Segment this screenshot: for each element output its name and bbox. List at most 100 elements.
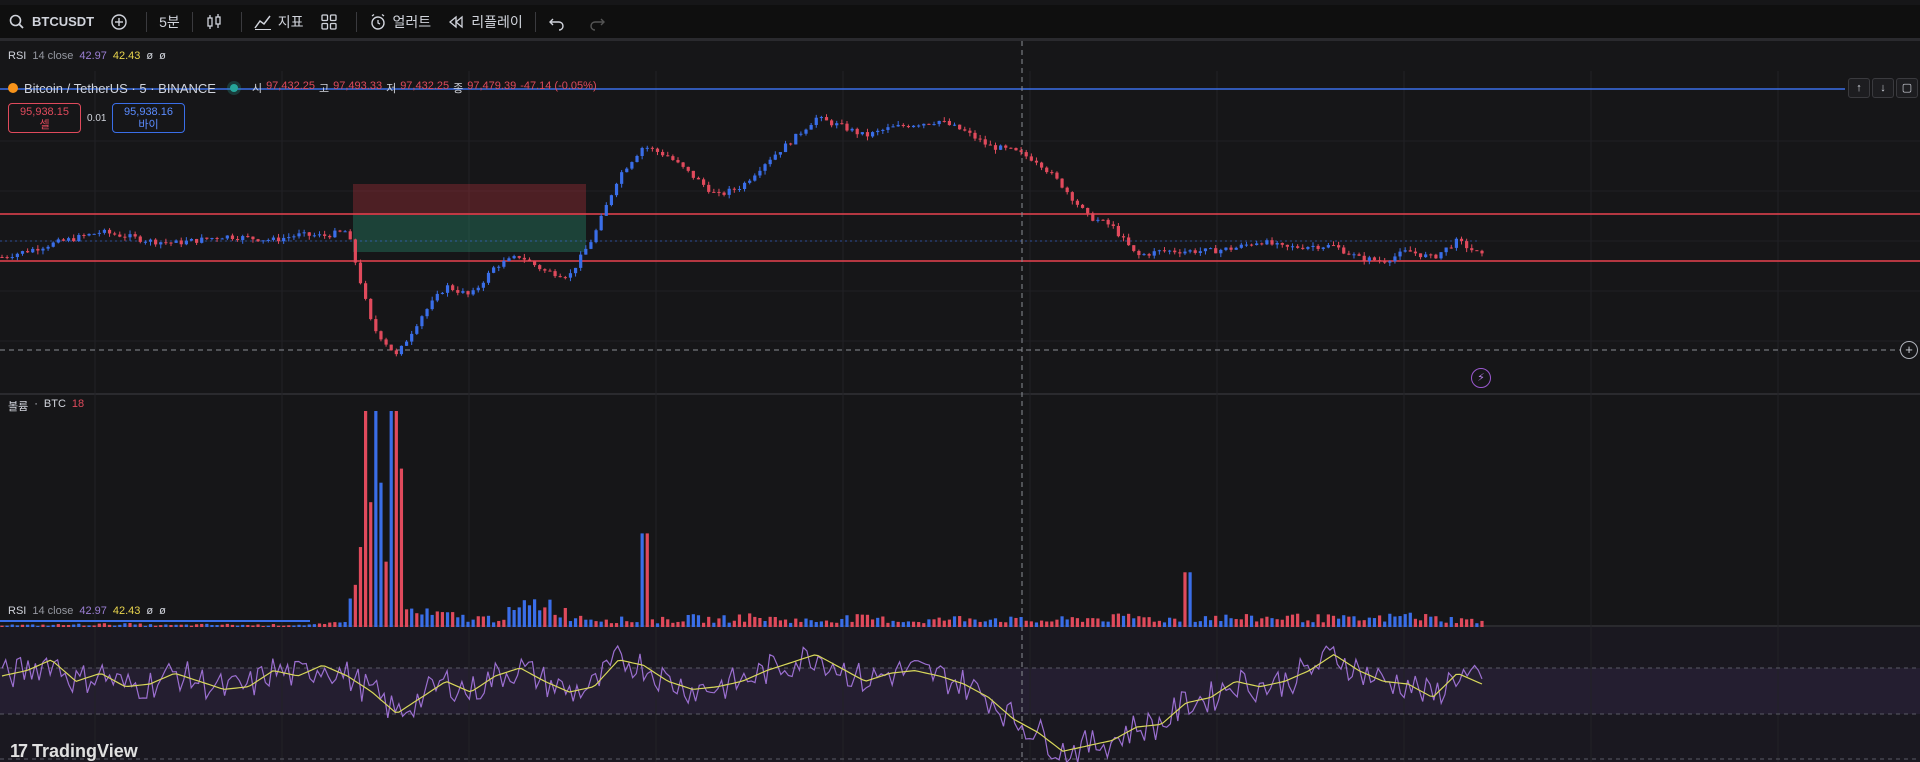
candle-body — [1444, 247, 1448, 253]
undo-button[interactable] — [540, 5, 580, 38]
candle-body — [722, 192, 726, 195]
move-up-button[interactable]: ↑ — [1848, 78, 1870, 98]
candle-body — [369, 298, 373, 320]
candle-body — [210, 238, 214, 240]
volume-bar — [282, 625, 286, 627]
candle-body — [425, 309, 429, 317]
market-status-icon — [229, 84, 238, 92]
symbol-search[interactable]: BTCUSDT — [0, 5, 102, 38]
candle-body — [51, 242, 55, 247]
candle-body — [717, 191, 721, 193]
volume-bar — [988, 619, 992, 627]
volume-bar — [1080, 621, 1085, 627]
volume-bar — [271, 624, 276, 627]
indicators-button[interactable]: 지표 — [246, 5, 312, 38]
symbol-label: BTCUSDT — [32, 14, 95, 29]
candle-body — [389, 344, 393, 351]
candle-body — [333, 230, 337, 238]
candle-body — [445, 285, 450, 293]
volume-bar — [830, 622, 834, 627]
replay-button[interactable]: 리플레이 — [439, 5, 531, 38]
ohlc-values: 시 97,432.25 고 97,493.33 저 97,432.25 종 97,479… — [252, 80, 597, 96]
volume-bar — [1398, 616, 1402, 627]
candle-body — [497, 266, 501, 268]
candle-body — [348, 231, 352, 240]
volume-bar — [195, 624, 199, 627]
volume-bar — [768, 616, 772, 627]
candle-body — [1383, 260, 1387, 263]
candle-body — [461, 291, 465, 293]
candle-body — [338, 230, 342, 232]
volume-bar — [881, 616, 885, 627]
volume-bar — [1050, 621, 1054, 627]
candle-body — [123, 236, 127, 238]
volume-bar — [1234, 619, 1238, 627]
candle-body — [512, 256, 516, 259]
volume-name: 볼륨 — [8, 401, 29, 413]
volume-bar — [599, 621, 603, 627]
volume-bar — [394, 411, 398, 627]
volume-bar — [589, 619, 593, 627]
volume-bar — [1065, 619, 1069, 627]
volume-bar — [486, 615, 491, 627]
volume-bar — [220, 624, 224, 627]
candle-body — [661, 151, 665, 156]
volume-bar — [307, 624, 311, 627]
sell-button[interactable]: 95,938.15 셀 — [8, 103, 81, 133]
symbol-title[interactable]: Bitcoin / TetherUS · 5 · BINANCE — [24, 80, 216, 96]
volume-bar — [1137, 616, 1141, 627]
candle-body — [911, 125, 916, 128]
compare-add-button[interactable] — [102, 5, 142, 38]
candle-body — [794, 133, 798, 145]
candle-body — [1193, 250, 1197, 253]
candle-body — [917, 125, 921, 127]
volume-bar — [686, 614, 690, 627]
candle-body — [676, 159, 680, 163]
candle-body — [696, 177, 701, 180]
volume-bar — [845, 615, 849, 627]
tradingview-logo[interactable]: 17 TradingView — [10, 741, 138, 762]
redo-button[interactable] — [580, 5, 620, 38]
maximize-button[interactable]: ▢ — [1896, 78, 1918, 98]
layouts-button[interactable] — [312, 5, 352, 38]
volume-bar — [835, 622, 839, 627]
candle-body — [466, 291, 470, 295]
rsi-top-legend: RSI 14 close 42.97 42.43 ø ø — [8, 50, 166, 62]
candle-body — [1342, 247, 1346, 254]
candle-body — [1239, 244, 1243, 248]
volume-bar — [594, 621, 598, 627]
volume-bar — [66, 624, 71, 627]
move-down-button[interactable]: ↓ — [1872, 78, 1894, 98]
candle-body — [650, 147, 654, 149]
add-price-alert-button[interactable]: + — [1900, 341, 1918, 359]
interval-button[interactable]: 5분 — [151, 5, 188, 38]
candle-body — [492, 267, 496, 273]
volume-bar — [497, 620, 501, 627]
volume-bar — [707, 616, 711, 627]
volume-bar — [1352, 616, 1356, 627]
volume-bar — [461, 614, 465, 627]
candle-body — [1034, 160, 1039, 163]
candle-body — [973, 132, 977, 139]
volume-bar — [1393, 616, 1397, 627]
stop-loss-zone — [353, 184, 586, 215]
candle-body — [174, 240, 178, 243]
buy-button[interactable]: 95,938.16 바이 — [112, 103, 185, 133]
candle-body — [1162, 250, 1167, 252]
volume-bar — [1075, 618, 1080, 627]
volume-bar — [855, 614, 859, 627]
candle-body — [225, 235, 229, 239]
chart-area[interactable]: RSI 14 close 42.97 42.43 ø ø Bitcoin / T… — [0, 41, 1920, 762]
rsi-extra: ø — [146, 605, 154, 617]
chart-type-button[interactable] — [197, 5, 237, 38]
take-profit-zone — [353, 215, 586, 252]
alerts-button[interactable]: 얼러트 — [361, 5, 440, 38]
volume-bar — [1357, 620, 1361, 627]
rsi-value: 42.97 — [79, 50, 107, 62]
lightning-icon[interactable]: ⚡ — [1471, 368, 1491, 388]
candle-body — [686, 166, 690, 171]
candle-body — [1306, 247, 1310, 249]
volume-bar — [1383, 621, 1387, 627]
chart-canvas[interactable] — [0, 41, 1920, 762]
volume-bar — [507, 607, 511, 627]
